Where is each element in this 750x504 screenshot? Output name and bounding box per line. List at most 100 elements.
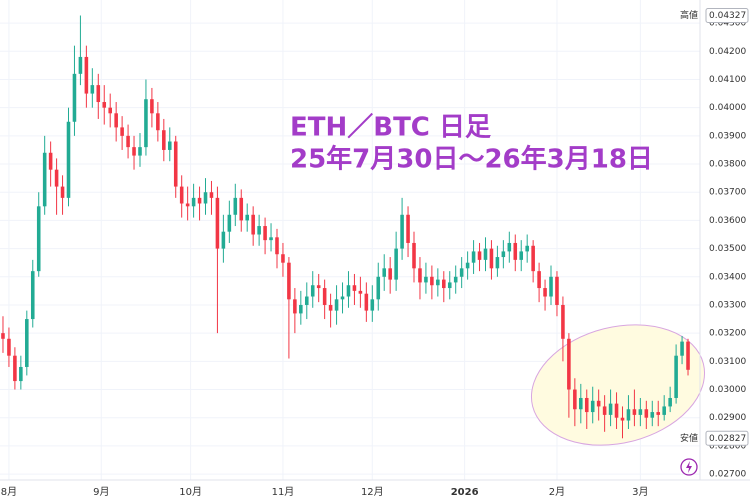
- axis: 0.04300 0.04200 0.04100 0.04000 0.03900 0.038…: [1, 8, 749, 498]
- candle-body: [465, 262, 470, 269]
- candle-body: [179, 186, 184, 204]
- candle-body: [203, 192, 208, 204]
- candle-body: [138, 147, 142, 156]
- candle-body: [245, 214, 249, 221]
- candle-body: [507, 242, 512, 252]
- candle-body: [388, 268, 392, 280]
- candle-body: [233, 197, 238, 215]
- candle-body: [471, 251, 476, 263]
- price-badge: [705, 8, 749, 24]
- candle-body: [620, 417, 625, 421]
- candle-body: [221, 231, 226, 249]
- candle-body: [156, 113, 160, 131]
- candle-body: [13, 355, 17, 382]
- candle-body: [590, 400, 595, 413]
- candle-body: [608, 403, 613, 415]
- candle-body: [579, 397, 583, 410]
- candle-body: [400, 214, 404, 249]
- candle-body: [596, 400, 601, 407]
- candle-body: [48, 152, 53, 170]
- candle-body: [668, 397, 672, 407]
- chart-title: ETH／BTC 日足: [290, 113, 491, 143]
- x-tick-label: 2026: [451, 487, 479, 498]
- y-tick-label: 0.02800: [709, 441, 746, 451]
- x-tick-label: 10月: [179, 486, 202, 498]
- candle-body: [376, 276, 381, 300]
- candle-body: [561, 304, 565, 339]
- candle-body: [96, 85, 101, 103]
- candle-body: [614, 403, 619, 418]
- candle-body: [394, 248, 398, 280]
- y-tick-label: 0.03400: [709, 272, 746, 282]
- candle-body: [459, 268, 464, 277]
- candle-body: [495, 257, 500, 269]
- candle-body: [602, 406, 607, 415]
- candle-body: [42, 152, 47, 207]
- candle-body: [549, 276, 553, 297]
- candle-body: [322, 288, 327, 305]
- candle-body: [209, 192, 214, 198]
- candle-body: [489, 248, 494, 269]
- candle-body: [269, 237, 273, 241]
- y-tick-label: 0.03100: [709, 357, 746, 367]
- candle-body: [686, 341, 690, 370]
- candle-body: [299, 304, 303, 314]
- candle-body: [263, 226, 267, 241]
- candle-body: [644, 409, 649, 418]
- candle-body: [30, 271, 35, 320]
- alert-bolt: [686, 461, 692, 473]
- candle-body: [519, 251, 524, 260]
- candle-body: [501, 251, 506, 258]
- y-tick-label: 0.03900: [709, 131, 746, 141]
- candle-body: [543, 288, 547, 297]
- candle-body: [370, 299, 375, 311]
- candle-body: [483, 248, 488, 260]
- candle-body: [132, 147, 136, 156]
- candle-body: [251, 214, 255, 235]
- candle-body: [358, 290, 363, 294]
- y-tick-label: 0.03800: [709, 160, 746, 170]
- y-tick-label: 0.03700: [709, 188, 746, 198]
- candle-body: [144, 99, 148, 148]
- y-tick-label: 0.03200: [709, 329, 746, 339]
- candle-body: [513, 242, 518, 260]
- candles: [1, 15, 690, 439]
- candle-body: [162, 130, 166, 150]
- candle-body: [150, 99, 154, 114]
- y-tick-label: 0.02900: [709, 413, 746, 423]
- candle-body: [167, 141, 172, 150]
- candle-body: [84, 56, 89, 94]
- candle-body: [340, 296, 345, 300]
- candle-body: [227, 214, 232, 232]
- candle-body: [352, 285, 357, 291]
- alert-icon[interactable]: [680, 458, 698, 476]
- candle-body: [573, 389, 577, 410]
- candle-body: [185, 203, 190, 207]
- candle-body: [287, 262, 291, 300]
- candle-body: [525, 245, 529, 252]
- candle-body: [328, 304, 333, 311]
- candle-body: [650, 412, 655, 418]
- candle-body: [281, 254, 285, 263]
- candle-body: [126, 135, 130, 148]
- candle-body: [173, 141, 178, 187]
- candle-body: [680, 341, 684, 356]
- candle-body: [436, 279, 440, 286]
- candle-body: [120, 127, 124, 136]
- candle-body: [442, 279, 446, 289]
- x-tick-label: 3月: [632, 486, 648, 498]
- candle-body: [102, 102, 107, 108]
- candle-body: [662, 406, 666, 415]
- y-tick-label: 0.04300: [709, 19, 746, 29]
- y-tick-label: 0.04200: [709, 47, 746, 57]
- candle-body: [293, 299, 297, 314]
- candle-body: [72, 73, 77, 122]
- candle-body: [304, 296, 309, 305]
- x-tick-label: 12月: [361, 486, 384, 498]
- candle-body: [316, 285, 321, 289]
- y-tick-label: 0.02700: [709, 470, 746, 480]
- candle-body: [36, 206, 41, 272]
- x-tick-label: 9月: [93, 486, 109, 498]
- candle-body: [78, 56, 83, 74]
